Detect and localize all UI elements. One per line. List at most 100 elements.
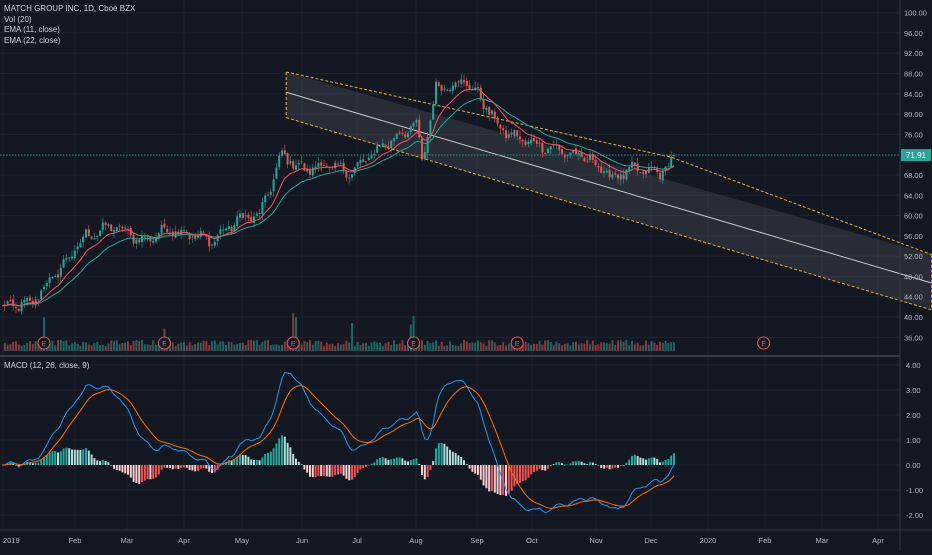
volume-bar: [141, 340, 143, 351]
candle-body: [642, 171, 645, 174]
candle-body: [244, 215, 247, 217]
macd-histogram-bar: [549, 465, 552, 467]
time-axis-label: Oct: [526, 536, 539, 545]
volume-bar: [381, 346, 384, 351]
volume-bar: [432, 342, 435, 351]
macd-histogram-bar: [73, 449, 76, 465]
macd-histogram-bar: [446, 446, 449, 465]
macd-histogram-bar: [605, 465, 608, 469]
macd-histogram-bar: [449, 449, 451, 465]
regression-channel[interactable]: [285, 71, 932, 311]
volume-bar: [281, 344, 283, 351]
volume-legend[interactable]: Vol (20): [4, 14, 32, 24]
macd-histogram-bar: [440, 442, 443, 465]
macd-histogram-bar: [171, 465, 174, 470]
macd-histogram-bar: [37, 462, 40, 465]
volume-bar: [93, 343, 96, 351]
candle-body: [577, 153, 580, 156]
axes[interactable]: 100.0096.0092.0088.0084.0080.0076.0072.0…: [3, 9, 927, 545]
price-axis-label: 84.00: [904, 90, 923, 99]
candle-body: [230, 226, 233, 232]
volume-bar: [348, 342, 351, 351]
volume-bar: [146, 344, 149, 351]
volume-bar: [479, 342, 482, 351]
candle-body: [547, 148, 549, 154]
macd-histogram-bar: [345, 465, 348, 479]
volume-bar: [227, 341, 230, 351]
candle-body: [591, 153, 594, 160]
volume-bar: [549, 342, 552, 351]
volume-bar: [435, 340, 437, 351]
macd-histogram-bar: [54, 451, 57, 465]
volume-bar: [174, 346, 177, 351]
volume-bar: [202, 340, 205, 351]
macd-histogram-bar: [160, 465, 163, 470]
macd-histogram-bar: [124, 465, 127, 474]
volume-bar: [34, 341, 37, 351]
macd-histogram-bar: [499, 465, 502, 496]
macd-histogram-bar: [398, 457, 401, 465]
volume-bar: [670, 342, 673, 351]
candle-body: [499, 125, 502, 129]
volume-bar: [334, 345, 337, 351]
candle-body: [639, 172, 642, 174]
macd-histogram-bar: [513, 465, 516, 487]
volume-bar: [278, 345, 281, 351]
volume-bar: [468, 342, 471, 351]
candle-body: [552, 145, 555, 147]
macd-histogram-bar: [586, 464, 589, 465]
macd-histogram-bar: [617, 465, 619, 468]
ema-slow-legend[interactable]: EMA (22, close): [4, 35, 61, 45]
ema-fast-legend[interactable]: EMA (11, close): [4, 25, 60, 34]
candle-body: [208, 235, 211, 247]
candle-body: [292, 161, 295, 169]
channel-lower-line: [286, 117, 932, 311]
macd-histogram-bar: [135, 465, 138, 484]
macd-legend[interactable]: MACD (12, 26, close, 9): [4, 361, 90, 370]
candle-body: [667, 166, 670, 168]
macd-histogram-bar: [258, 460, 261, 465]
macd-histogram-bar: [362, 465, 365, 468]
macd-histogram-bar: [264, 454, 267, 465]
macd-histogram-bar: [376, 459, 379, 465]
macd-histogram-bar: [323, 465, 325, 477]
earnings-circle: [37, 336, 51, 350]
macd-histogram-bar: [583, 463, 586, 465]
macd-histogram-bar: [306, 465, 309, 473]
candle-body: [225, 228, 227, 231]
candle-body: [29, 297, 31, 301]
volume-bar: [538, 341, 541, 351]
macd-histogram-bar: [479, 465, 482, 480]
channel-upper-line: [286, 71, 932, 256]
macd-histogram-bar: [269, 451, 272, 465]
macd-histogram-bar: [384, 458, 387, 465]
macd-histogram-bar: [664, 460, 667, 465]
candle-body: [538, 142, 541, 144]
macd-histogram-bar: [471, 465, 474, 472]
macd-histogram-bar: [104, 461, 107, 465]
candle-body: [468, 85, 471, 90]
candle-body: [213, 241, 216, 246]
price-axis-label: 76.00: [904, 130, 923, 139]
time-axis-label: Aug: [409, 536, 422, 545]
volume-bar: [387, 341, 390, 351]
time-axis-label: May: [235, 536, 249, 545]
macd-histogram-bar: [79, 450, 82, 465]
volume-bar: [673, 342, 675, 351]
macd-histogram-bar: [463, 460, 465, 465]
volume-bar: [283, 341, 286, 351]
candle-body: [295, 165, 297, 170]
symbol-title[interactable]: MATCH GROUP INC, 1D, Cboe BZX: [4, 4, 136, 13]
macd-histogram-bar: [250, 459, 253, 465]
candle-body: [339, 162, 342, 164]
volume-bar: [314, 341, 317, 351]
time-axis-label: Mar: [816, 536, 829, 545]
macd-histogram-bar: [656, 459, 659, 465]
candle-body: [275, 167, 278, 179]
volume-bar: [236, 344, 239, 351]
volume-bar: [317, 340, 320, 351]
candle-body: [269, 191, 272, 195]
